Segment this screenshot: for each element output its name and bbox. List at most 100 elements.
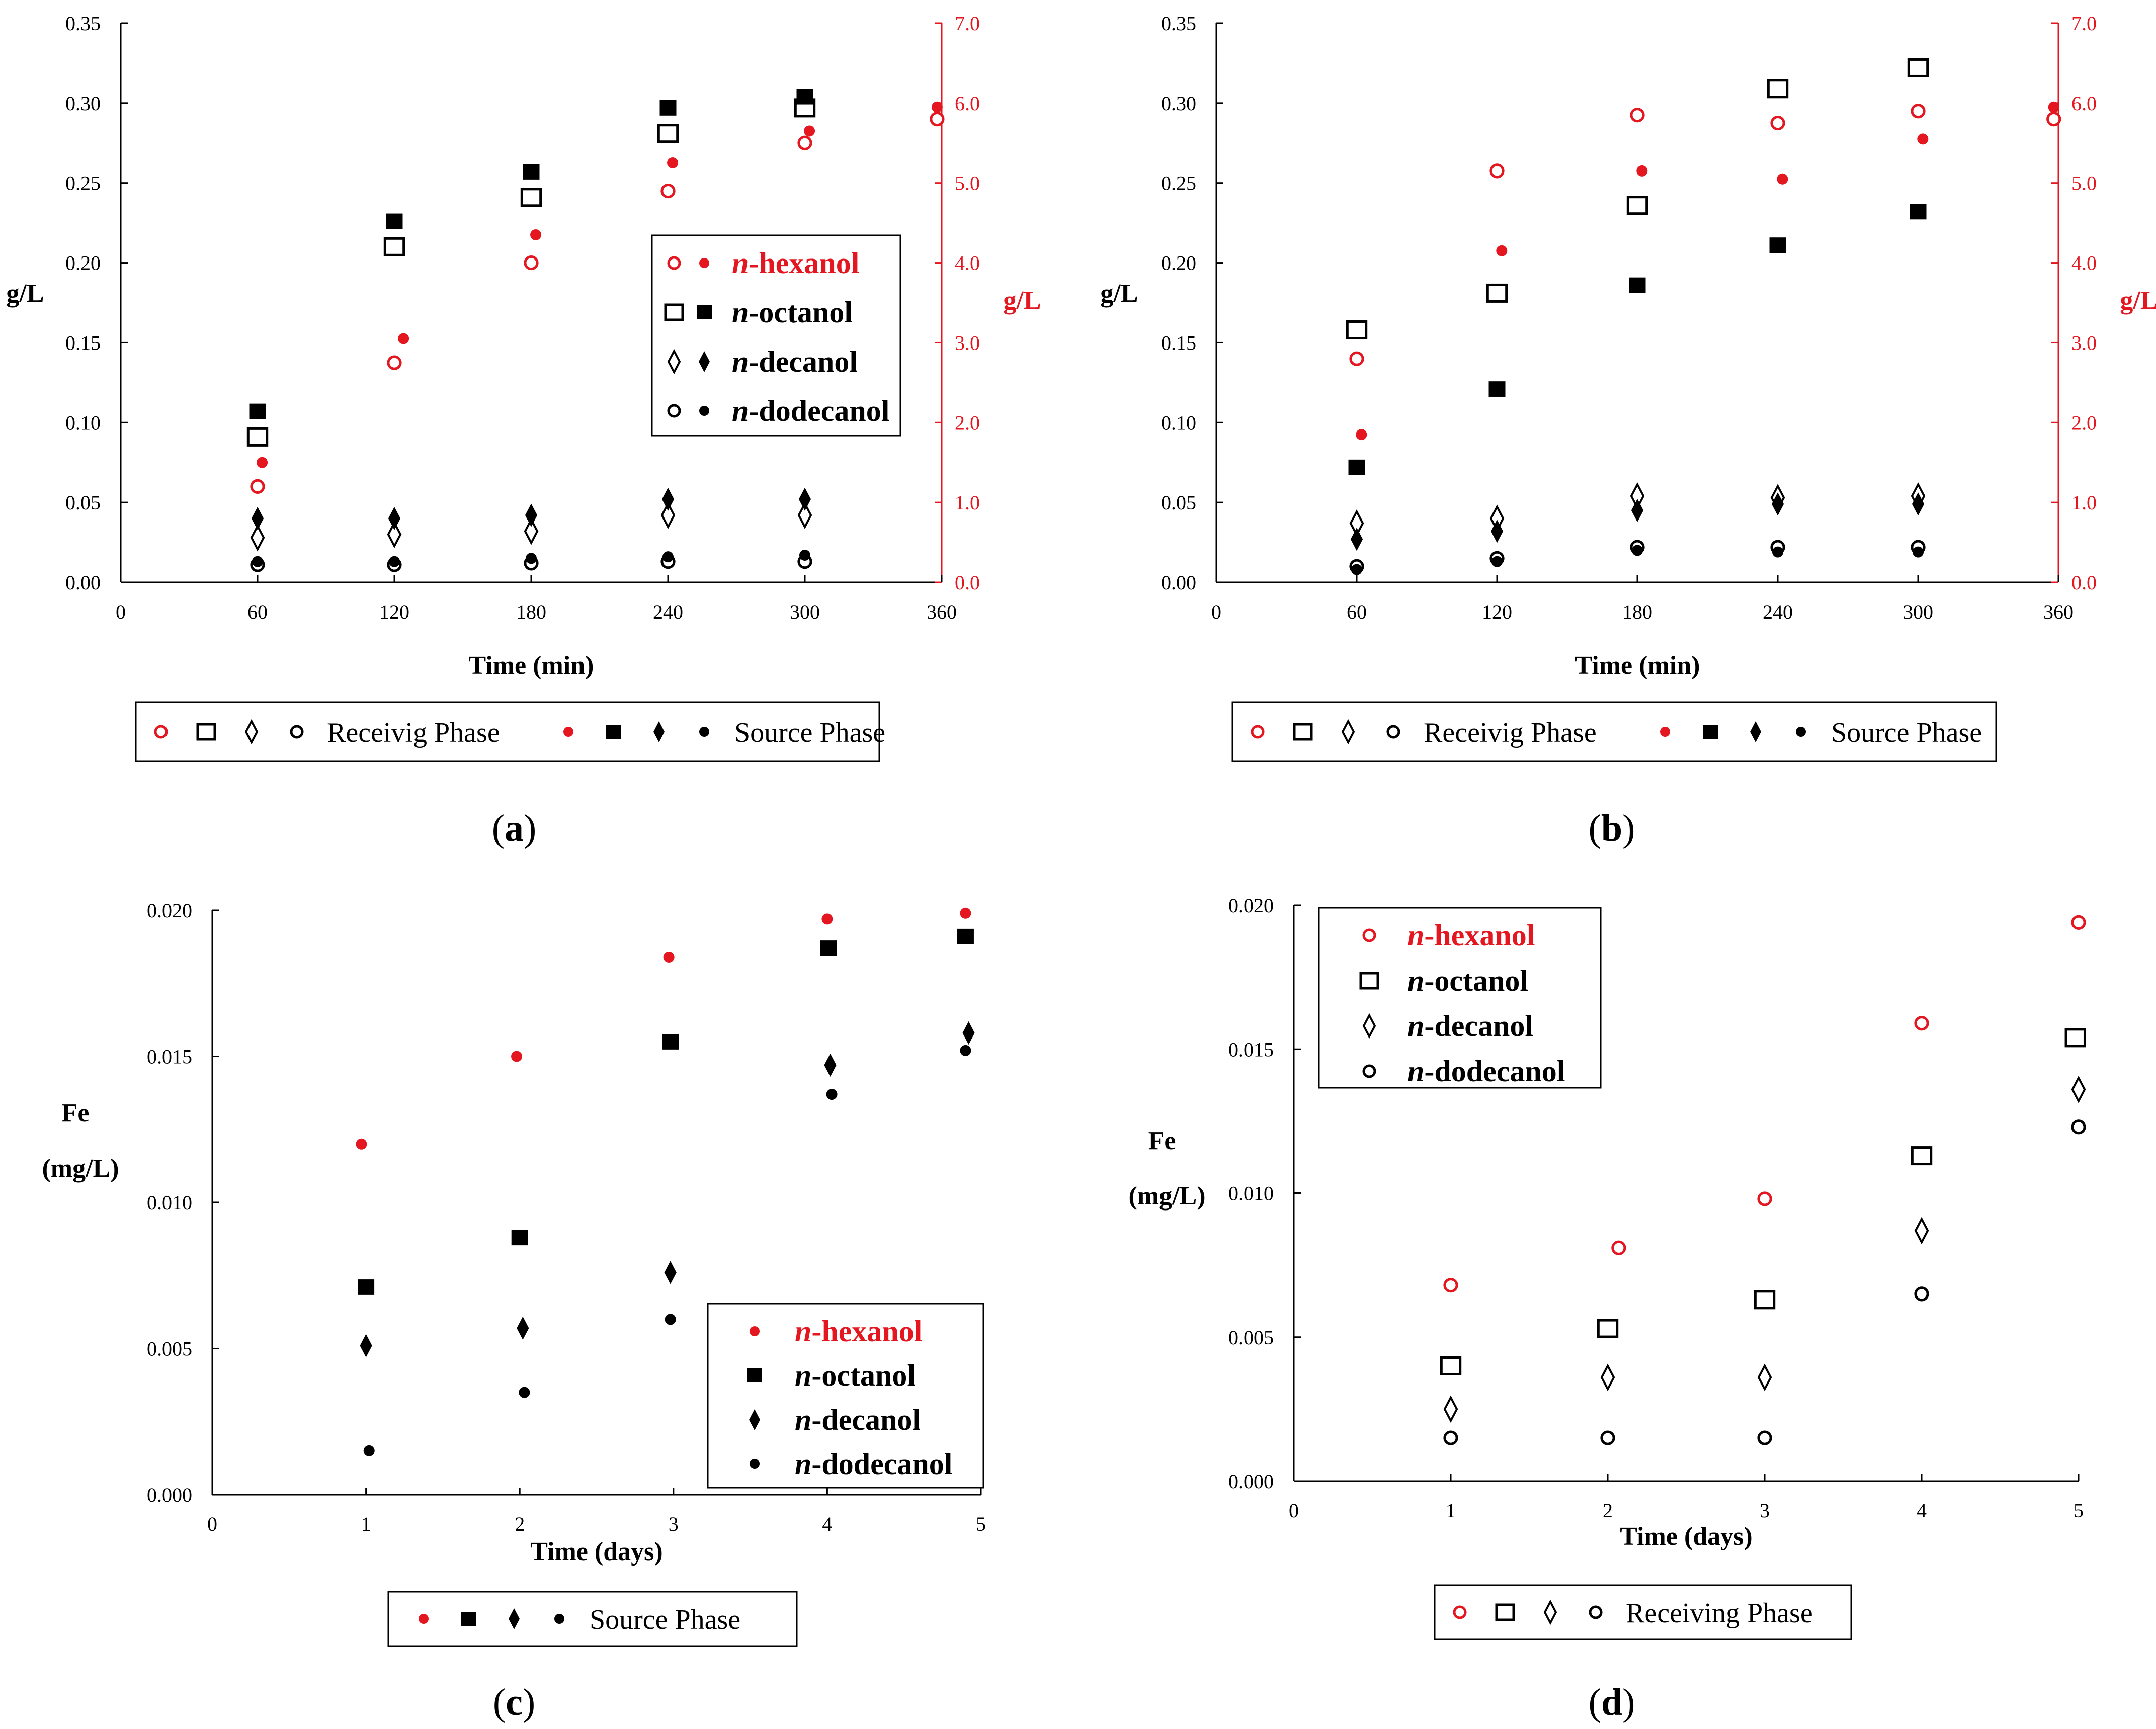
data-point	[517, 1316, 529, 1340]
legend-marker	[750, 1459, 760, 1469]
legend-label-rest: -octanol	[811, 1359, 916, 1392]
data-point	[820, 940, 837, 956]
y-axis-label: g/L	[1100, 279, 1138, 308]
data-point	[250, 479, 265, 494]
panel-d: 0.000 0.005 0.010 0.015 0.020 0 1 2 3 4 5 Time (day…	[1128, 894, 2086, 1723]
data-point	[1356, 429, 1367, 441]
y-tick-label: 0.005	[147, 1338, 192, 1360]
y-tick-label: 0.20	[65, 252, 101, 275]
legend-label: n-hexanol	[795, 1315, 922, 1348]
legend-label: n-dodecanol	[795, 1447, 952, 1481]
legend-label-prefix: n	[1407, 1009, 1424, 1043]
data-point	[1611, 1240, 1626, 1255]
data-point	[2048, 101, 2059, 113]
data-point	[383, 237, 405, 256]
phase-marker-source	[1796, 727, 1806, 737]
data-point	[804, 125, 815, 137]
phase-marker-source	[699, 727, 709, 737]
legend-label-prefix: n	[795, 1315, 811, 1348]
legend-label-prefix: n	[795, 1447, 811, 1481]
data-point	[1350, 528, 1363, 551]
data-point	[1443, 1430, 1458, 1445]
y-tick-label: 0.25	[1161, 172, 1196, 195]
phase-legend-box	[387, 1591, 798, 1647]
data-point	[249, 403, 266, 419]
legend-label-prefix: n	[732, 296, 749, 329]
x-tick-label: 180	[1622, 600, 1652, 623]
data-point	[1757, 1191, 1772, 1206]
data-point	[930, 112, 945, 127]
phase-marker-source	[1703, 725, 1718, 739]
legend-label-prefix: n	[795, 1359, 811, 1392]
phase-marker-source	[563, 727, 573, 737]
phase-label-receiving: Receiving Phase	[1626, 1598, 1813, 1629]
data-point	[663, 951, 675, 963]
y-right-tick-label: 5.0	[2071, 172, 2097, 195]
data-point	[1486, 283, 1508, 303]
panel-caption: (a)	[492, 807, 537, 849]
phase-label-source: Source Phase	[1831, 717, 1982, 748]
legend-marker	[1362, 1013, 1376, 1039]
panel-c: 0.000 0.005 0.010 0.015 0.020 0 1 2 3 4 5 Time (day…	[42, 899, 986, 1723]
data-point	[387, 355, 402, 370]
data-point	[1772, 546, 1783, 558]
y-tick-label: 0.35	[1161, 12, 1196, 35]
y-right-tick-label: 2.0	[2071, 411, 2097, 434]
data-point	[1907, 58, 1929, 77]
y-right-tick-label: 0.0	[2071, 571, 2097, 594]
data-point	[511, 1051, 523, 1062]
phase-legend-box	[135, 701, 880, 762]
x-tick-label: 5	[976, 1513, 986, 1535]
panel-caption-letter: d	[1601, 1681, 1622, 1723]
legend-label-rest: -decanol	[811, 1403, 921, 1436]
legend-label-prefix: n	[1407, 964, 1424, 997]
data-point	[1600, 1430, 1615, 1445]
legend-label-rest: -dodecanol	[1424, 1055, 1565, 1088]
x-axis-label: Time (min)	[1575, 651, 1700, 680]
data-point	[524, 255, 539, 271]
data-point	[524, 517, 539, 545]
data-point	[1490, 520, 1504, 543]
y-tick-label: 0.000	[1228, 1470, 1274, 1493]
data-point	[662, 1034, 679, 1050]
x-tick-label: 300	[790, 600, 820, 623]
legend-label: n-dodecanol	[1407, 1055, 1565, 1088]
panel-b: 0.00 0.05 0.10 0.15 0.20 0.25 0.30 0.35 0.0 1.0 2.…	[1100, 12, 2156, 849]
y-axis-label-units: (mg/L)	[1128, 1182, 1205, 1211]
x-tick-label: 2	[1603, 1499, 1613, 1522]
data-point	[511, 1230, 528, 1246]
legend-label: n-decanol	[732, 345, 858, 378]
y-tick-label: 0.000	[147, 1484, 192, 1506]
data-point	[1770, 115, 1785, 131]
data-point	[1491, 556, 1503, 567]
legend-label-rest: -decanol	[749, 345, 858, 378]
x-tick-label: 240	[1763, 600, 1793, 623]
data-point	[1349, 351, 1364, 366]
data-point	[796, 89, 813, 105]
y-tick-label: 0.10	[65, 411, 101, 434]
legend-label-rest: -octanol	[1424, 964, 1528, 997]
legend-label: n-octanol	[795, 1359, 916, 1392]
y-right-tick-label: 5.0	[955, 172, 980, 195]
data-point	[530, 229, 542, 240]
data-point	[519, 1387, 530, 1398]
y-tick-label: 0.015	[147, 1046, 192, 1068]
legend-marker	[699, 406, 709, 416]
legend-label-rest: -octanol	[749, 296, 853, 329]
data-point	[797, 501, 812, 529]
data-point	[660, 184, 676, 199]
legend-label-prefix: n	[1407, 1055, 1424, 1088]
data-point	[1914, 1016, 1929, 1031]
data-point	[1597, 1319, 1619, 1338]
phase-marker-receiving	[1386, 725, 1400, 739]
phase-marker-source	[419, 1614, 429, 1624]
legend-marker	[667, 404, 681, 418]
phase-marker-source	[461, 1612, 476, 1626]
phase-marker-source	[1660, 727, 1670, 737]
panel-caption-letter: b	[1601, 807, 1622, 849]
phase-legend: Receiving Phase	[1434, 1584, 1852, 1640]
x-tick-label: 300	[1903, 600, 1933, 623]
